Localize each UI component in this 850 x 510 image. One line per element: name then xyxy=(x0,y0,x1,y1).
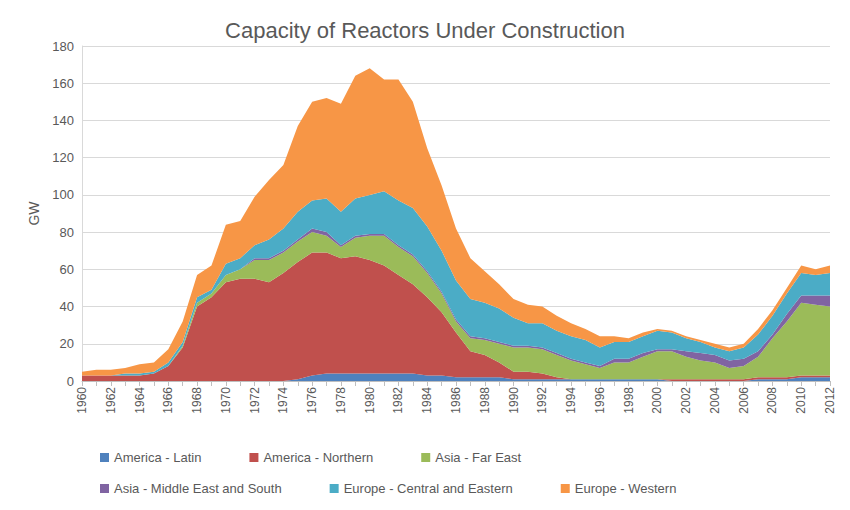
svg-text:Europe - Central and Eastern: Europe - Central and Eastern xyxy=(344,481,513,496)
svg-text:1966: 1966 xyxy=(161,387,175,414)
svg-text:120: 120 xyxy=(52,150,74,165)
svg-text:2008: 2008 xyxy=(765,387,779,414)
svg-text:1986: 1986 xyxy=(449,387,463,414)
svg-text:2004: 2004 xyxy=(708,387,722,414)
svg-text:2002: 2002 xyxy=(679,387,693,414)
svg-text:1964: 1964 xyxy=(133,387,147,414)
svg-text:1974: 1974 xyxy=(276,387,290,414)
svg-text:20: 20 xyxy=(60,336,74,351)
svg-text:100: 100 xyxy=(52,187,74,202)
svg-text:1960: 1960 xyxy=(75,387,89,414)
svg-text:2010: 2010 xyxy=(794,387,808,414)
svg-text:GW: GW xyxy=(26,201,42,226)
svg-text:Asia - Middle East and South: Asia - Middle East and South xyxy=(114,481,282,496)
svg-text:140: 140 xyxy=(52,113,74,128)
svg-text:1980: 1980 xyxy=(363,387,377,414)
svg-text:Asia - Far East: Asia - Far East xyxy=(435,450,521,465)
svg-text:1962: 1962 xyxy=(104,387,118,414)
svg-text:1994: 1994 xyxy=(564,387,578,414)
svg-text:1996: 1996 xyxy=(593,387,607,414)
svg-text:2012: 2012 xyxy=(823,387,837,414)
svg-text:1972: 1972 xyxy=(248,387,262,414)
svg-text:America - Northern: America - Northern xyxy=(263,450,373,465)
svg-text:40: 40 xyxy=(60,299,74,314)
svg-text:1976: 1976 xyxy=(305,387,319,414)
svg-text:1988: 1988 xyxy=(478,387,492,414)
svg-text:160: 160 xyxy=(52,76,74,91)
svg-text:60: 60 xyxy=(60,262,74,277)
svg-text:1992: 1992 xyxy=(535,387,549,414)
svg-text:80: 80 xyxy=(60,225,74,240)
svg-text:1998: 1998 xyxy=(622,387,636,414)
svg-text:Capacity of Reactors Under Con: Capacity of Reactors Under Construction xyxy=(225,18,625,43)
svg-text:1968: 1968 xyxy=(190,387,204,414)
svg-text:0: 0 xyxy=(67,374,74,389)
svg-text:1970: 1970 xyxy=(219,387,233,414)
svg-text:Europe - Western: Europe - Western xyxy=(575,481,677,496)
svg-text:1984: 1984 xyxy=(420,387,434,414)
svg-text:2000: 2000 xyxy=(650,387,664,414)
svg-text:2006: 2006 xyxy=(737,387,751,414)
svg-text:America - Latin: America - Latin xyxy=(114,450,201,465)
svg-text:180: 180 xyxy=(52,39,74,54)
svg-text:1978: 1978 xyxy=(334,387,348,414)
svg-text:1990: 1990 xyxy=(507,387,521,414)
svg-text:1982: 1982 xyxy=(391,387,405,414)
